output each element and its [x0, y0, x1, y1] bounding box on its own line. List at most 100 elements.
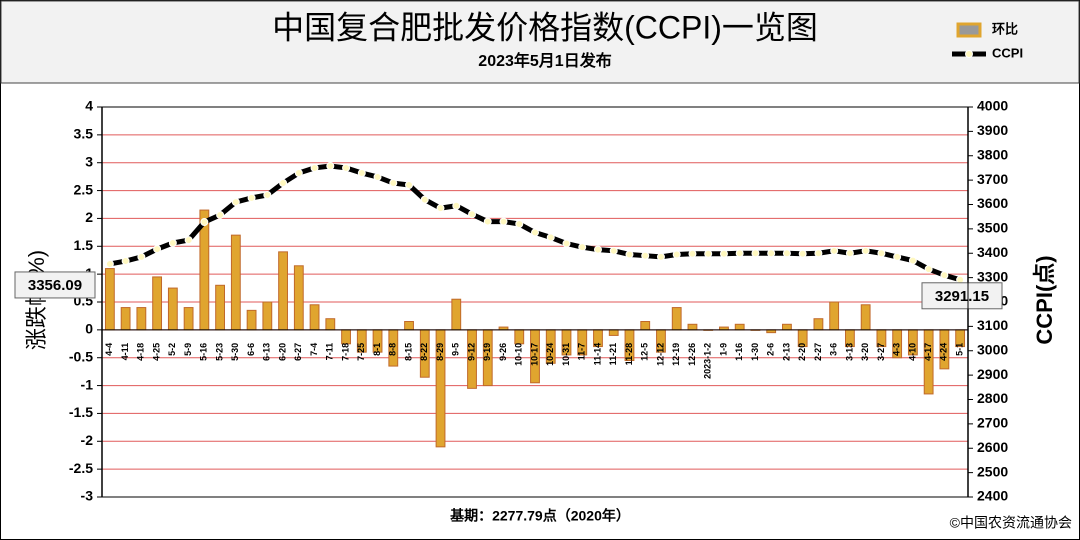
y2-tick-label: 2400: [977, 488, 1008, 504]
legend-label: CCPI: [992, 45, 1023, 60]
point: [625, 250, 634, 259]
bar: [813, 318, 824, 331]
bar: [923, 329, 934, 395]
point: [688, 249, 697, 258]
point: [908, 256, 917, 265]
value-label: 3291.15: [935, 288, 989, 305]
y2-tick-label: 3600: [977, 195, 1008, 211]
bar: [104, 268, 115, 331]
x-tick-label: 3-13: [844, 343, 854, 361]
source: ©中国农资流通协会: [950, 515, 1072, 531]
point: [782, 249, 791, 258]
point: [247, 193, 256, 202]
value-label: 3356.09: [28, 277, 82, 294]
y-tick-label: 3.5: [74, 126, 94, 142]
header-bg: [0, 0, 1080, 84]
y-tick-label: -2: [81, 432, 94, 448]
point: [672, 250, 681, 259]
point: [735, 249, 744, 258]
point: [751, 249, 760, 258]
point: [531, 228, 539, 237]
bar: [120, 307, 131, 331]
x-tick-label: 12-19: [671, 343, 681, 366]
y-tick-label: -3: [81, 488, 94, 504]
x-tick-label: 4-11: [120, 343, 130, 361]
point: [200, 218, 209, 227]
y2-tick-label: 3400: [977, 244, 1008, 260]
bar: [325, 318, 336, 331]
bar: [293, 265, 304, 331]
x-tick-label: 9-19: [482, 343, 492, 361]
y-tick-label: 3: [85, 153, 93, 169]
x-tick-label: 5-30: [230, 343, 240, 361]
point: [767, 249, 776, 258]
y-tick-label: -1: [81, 376, 94, 392]
x-tick-label: 5-1: [955, 343, 965, 356]
y-tick-label: 0: [85, 321, 93, 337]
x-tick-label: 11-7: [577, 343, 587, 361]
bar: [136, 307, 147, 331]
x-tick-label: 5-23: [214, 343, 224, 361]
y-tick-label: 2: [85, 209, 93, 225]
legend-label: 环比: [992, 21, 1018, 36]
x-tick-label: 10-10: [514, 343, 524, 366]
x-tick-label: 4-24: [939, 343, 949, 361]
bar: [829, 301, 840, 331]
point: [389, 179, 398, 188]
point: [357, 169, 366, 178]
point: [940, 271, 949, 280]
bar: [167, 287, 178, 331]
bar: [734, 323, 745, 331]
callout-box: [921, 282, 1003, 310]
point: [373, 172, 382, 181]
y2-tick-label: 3900: [977, 122, 1008, 138]
point: [641, 251, 650, 260]
x-tick-label: 2023-1-2: [703, 343, 713, 379]
bar: [278, 251, 288, 331]
point: [830, 246, 839, 255]
x-tick-label: 4-4: [104, 343, 114, 356]
point: [279, 179, 288, 188]
point: [310, 163, 319, 172]
y-tick-label: 4: [85, 98, 93, 114]
bar: [404, 321, 414, 331]
x-tick-label: 12-26: [687, 343, 697, 366]
x-tick-label: 5-2: [167, 343, 177, 356]
x-tick-label: 9-5: [451, 343, 461, 356]
bar: [215, 284, 225, 331]
point: [168, 239, 177, 248]
point: [105, 259, 114, 268]
y2-tick-label: 3000: [977, 341, 1008, 357]
point: [326, 161, 335, 170]
point: [546, 233, 555, 242]
point: [483, 217, 492, 226]
point: [121, 257, 130, 266]
x-tick-label: 3-27: [876, 343, 886, 361]
point: [420, 195, 429, 204]
point: [231, 198, 240, 207]
point: [719, 249, 728, 258]
x-tick-label: 4-17: [923, 343, 933, 361]
point: [609, 246, 618, 255]
point: [656, 252, 665, 261]
x-tick-label: 2-13: [781, 343, 791, 361]
y2-tick-label: 3300: [977, 268, 1008, 284]
y2-tick-label: 3500: [977, 220, 1008, 236]
point: [436, 204, 445, 213]
x-tick-label: 11-14: [592, 343, 602, 366]
point: [499, 217, 508, 226]
x-tick-label: 4-25: [151, 343, 161, 361]
y2-tick-label: 2500: [977, 463, 1008, 479]
y-tick-label: 1.5: [74, 237, 94, 253]
bar: [608, 329, 619, 336]
bar: [309, 304, 320, 331]
point: [814, 249, 823, 258]
bar: [782, 323, 792, 331]
x-tick-label: 8-29: [435, 343, 445, 361]
x-tick-label: 10-24: [545, 343, 555, 366]
y-axis-label: 涨跌幅(%): [24, 250, 49, 350]
x-tick-label: 2-6: [766, 343, 776, 356]
x-tick-label: 4-3: [892, 343, 902, 356]
bar: [451, 298, 462, 331]
bar: [341, 329, 351, 345]
